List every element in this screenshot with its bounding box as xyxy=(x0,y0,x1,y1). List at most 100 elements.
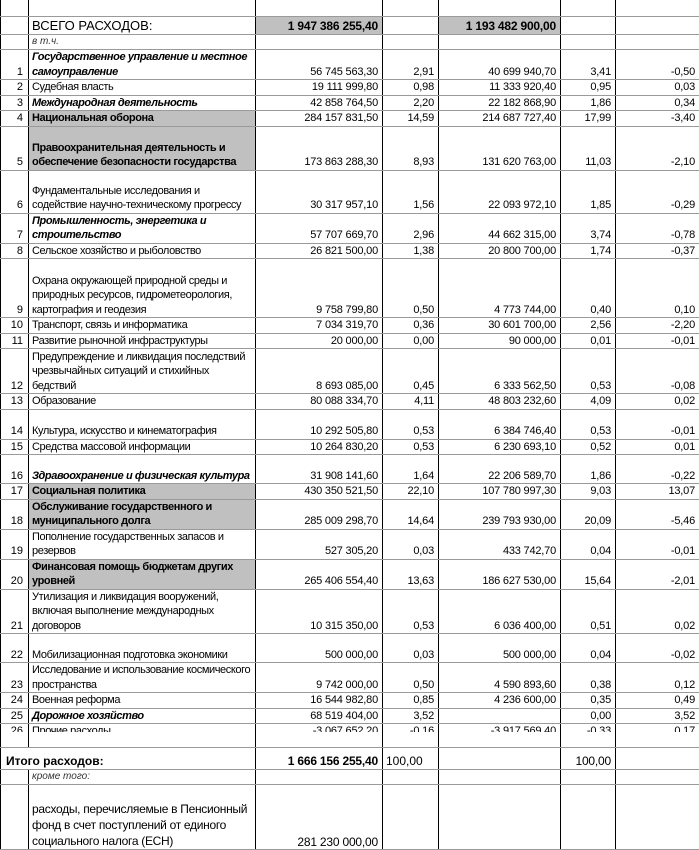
value-1[interactable]: 527 305,20 xyxy=(255,529,383,560)
value-2[interactable]: 4 236 600,00 xyxy=(438,692,561,709)
percent-1[interactable]: 0,36 xyxy=(382,317,439,334)
percent-2[interactable]: 0,01 xyxy=(560,333,616,349)
percent-2[interactable]: 0,38 xyxy=(560,662,616,693)
value-2[interactable]: 22 206 589,70 xyxy=(438,454,561,484)
percent-1[interactable]: 1,38 xyxy=(382,243,439,259)
percent-2[interactable]: 11,03 xyxy=(560,126,616,171)
difference[interactable]: -0,01 xyxy=(615,333,699,349)
percent-1[interactable]: 13,63 xyxy=(382,559,439,590)
total-value2[interactable]: 1 193 482 900,00 xyxy=(438,16,561,35)
difference[interactable]: 0,49 xyxy=(615,692,699,709)
value-2[interactable]: 500 000,00 xyxy=(438,633,561,663)
value-2[interactable]: 239 793 930,00 xyxy=(438,499,561,530)
value-2[interactable]: 6 384 746,40 xyxy=(438,409,561,440)
difference[interactable]: -0,37 xyxy=(615,243,699,259)
difference[interactable]: -5,46 xyxy=(615,499,699,530)
value-2[interactable]: 22 093 972,10 xyxy=(438,170,561,214)
value-2[interactable]: 30 601 700,00 xyxy=(438,317,561,334)
itogo-pct2[interactable]: 100,00 xyxy=(560,746,616,770)
value-2[interactable]: 4 590 893,60 xyxy=(438,662,561,693)
value-1[interactable]: 56 745 563,30 xyxy=(255,49,383,80)
difference[interactable]: -3,40 xyxy=(615,110,699,127)
percent-2[interactable]: 4,09 xyxy=(560,393,616,410)
value-1[interactable]: 8 693 085,00 xyxy=(255,348,383,394)
value-1[interactable]: 20 000,00 xyxy=(255,333,383,349)
value-1[interactable]: 10 264 830,20 xyxy=(255,439,383,455)
difference[interactable]: 0,34 xyxy=(615,95,699,111)
difference[interactable]: -0,01 xyxy=(615,409,699,440)
percent-2[interactable]: 3,41 xyxy=(560,49,616,80)
percent-1[interactable]: 2,20 xyxy=(382,95,439,111)
value-2[interactable]: 11 333 920,40 xyxy=(438,79,561,96)
difference[interactable]: -0,02 xyxy=(615,633,699,663)
percent-2[interactable]: 0,95 xyxy=(560,79,616,96)
value-1[interactable]: 9 742 000,00 xyxy=(255,662,383,693)
percent-2[interactable]: 0,52 xyxy=(560,439,616,455)
difference[interactable]: -0,08 xyxy=(615,348,699,394)
value-2[interactable]: 48 803 232,60 xyxy=(438,393,561,410)
value-2[interactable]: 433 742,70 xyxy=(438,529,561,560)
value-2[interactable] xyxy=(438,708,561,724)
percent-1[interactable]: 4,11 xyxy=(382,393,439,410)
difference[interactable]: 0,03 xyxy=(615,79,699,96)
value-2[interactable]: 44 662 315,00 xyxy=(438,213,561,244)
percent-1[interactable]: 2,91 xyxy=(382,49,439,80)
percent-2[interactable]: 0,00 xyxy=(560,708,616,724)
percent-1[interactable]: 1,56 xyxy=(382,170,439,214)
difference[interactable]: 3,52 xyxy=(615,708,699,724)
percent-2[interactable]: 17,99 xyxy=(560,110,616,127)
percent-1[interactable]: 0,98 xyxy=(382,79,439,96)
percent-1[interactable]: 0,03 xyxy=(382,633,439,663)
percent-2[interactable]: 0,40 xyxy=(560,258,616,318)
value-1[interactable]: 68 519 404,00 xyxy=(255,708,383,724)
difference[interactable]: -2,01 xyxy=(615,559,699,590)
value-2[interactable]: 20 800 700,00 xyxy=(438,243,561,259)
percent-1[interactable]: 0,85 xyxy=(382,692,439,709)
difference[interactable]: -2,10 xyxy=(615,126,699,171)
value-1[interactable]: 19 111 999,80 xyxy=(255,79,383,96)
difference[interactable]: -0,78 xyxy=(615,213,699,244)
value-2[interactable]: 6 230 693,10 xyxy=(438,439,561,455)
percent-1[interactable]: 0,45 xyxy=(382,348,439,394)
percent-1[interactable]: 0,53 xyxy=(382,409,439,440)
value-2[interactable]: 22 182 868,90 xyxy=(438,95,561,111)
itogo-value1[interactable]: 1 666 156 255,40 xyxy=(255,746,383,770)
value-2[interactable]: 214 687 727,40 xyxy=(438,110,561,127)
value-2[interactable]: 6 036 400,00 xyxy=(438,589,561,634)
percent-2[interactable]: 2,56 xyxy=(560,317,616,334)
percent-1[interactable]: 0,53 xyxy=(382,439,439,455)
difference[interactable]: 13,07 xyxy=(615,483,699,500)
difference[interactable]: 0,12 xyxy=(615,662,699,693)
percent-1[interactable]: 14,59 xyxy=(382,110,439,127)
percent-1[interactable]: 14,64 xyxy=(382,499,439,530)
difference[interactable]: -0,01 xyxy=(615,529,699,560)
percent-1[interactable]: 3,52 xyxy=(382,708,439,724)
pension-value1[interactable]: 281 230 000,00 xyxy=(255,784,383,850)
value-1[interactable]: 500 000,00 xyxy=(255,633,383,663)
value-1[interactable]: 26 821 500,00 xyxy=(255,243,383,259)
percent-1[interactable]: 22,10 xyxy=(382,483,439,500)
percent-2[interactable]: 0,04 xyxy=(560,529,616,560)
value-1[interactable]: 265 406 554,40 xyxy=(255,559,383,590)
percent-1[interactable]: 0,50 xyxy=(382,662,439,693)
value-1[interactable]: 10 292 505,80 xyxy=(255,409,383,440)
difference[interactable]: 0,02 xyxy=(615,589,699,634)
value-1[interactable]: 285 009 298,70 xyxy=(255,499,383,530)
difference[interactable]: -0,22 xyxy=(615,454,699,484)
percent-2[interactable]: 0,04 xyxy=(560,633,616,663)
percent-2[interactable]: 0,35 xyxy=(560,692,616,709)
percent-1[interactable]: 0,00 xyxy=(382,333,439,349)
value-1[interactable]: 31 908 141,60 xyxy=(255,454,383,484)
percent-2[interactable]: 1,74 xyxy=(560,243,616,259)
percent-2[interactable]: 15,64 xyxy=(560,559,616,590)
percent-1[interactable]: 8,93 xyxy=(382,126,439,171)
value-1[interactable]: 42 858 764,50 xyxy=(255,95,383,111)
value-1[interactable]: 57 707 669,70 xyxy=(255,213,383,244)
value-1[interactable]: 7 034 319,70 xyxy=(255,317,383,334)
difference[interactable]: -2,20 xyxy=(615,317,699,334)
percent-2[interactable]: 9,03 xyxy=(560,483,616,500)
percent-1[interactable]: 0,50 xyxy=(382,258,439,318)
value-1[interactable]: 284 157 831,50 xyxy=(255,110,383,127)
value-2[interactable]: 90 000,00 xyxy=(438,333,561,349)
percent-2[interactable]: 3,74 xyxy=(560,213,616,244)
